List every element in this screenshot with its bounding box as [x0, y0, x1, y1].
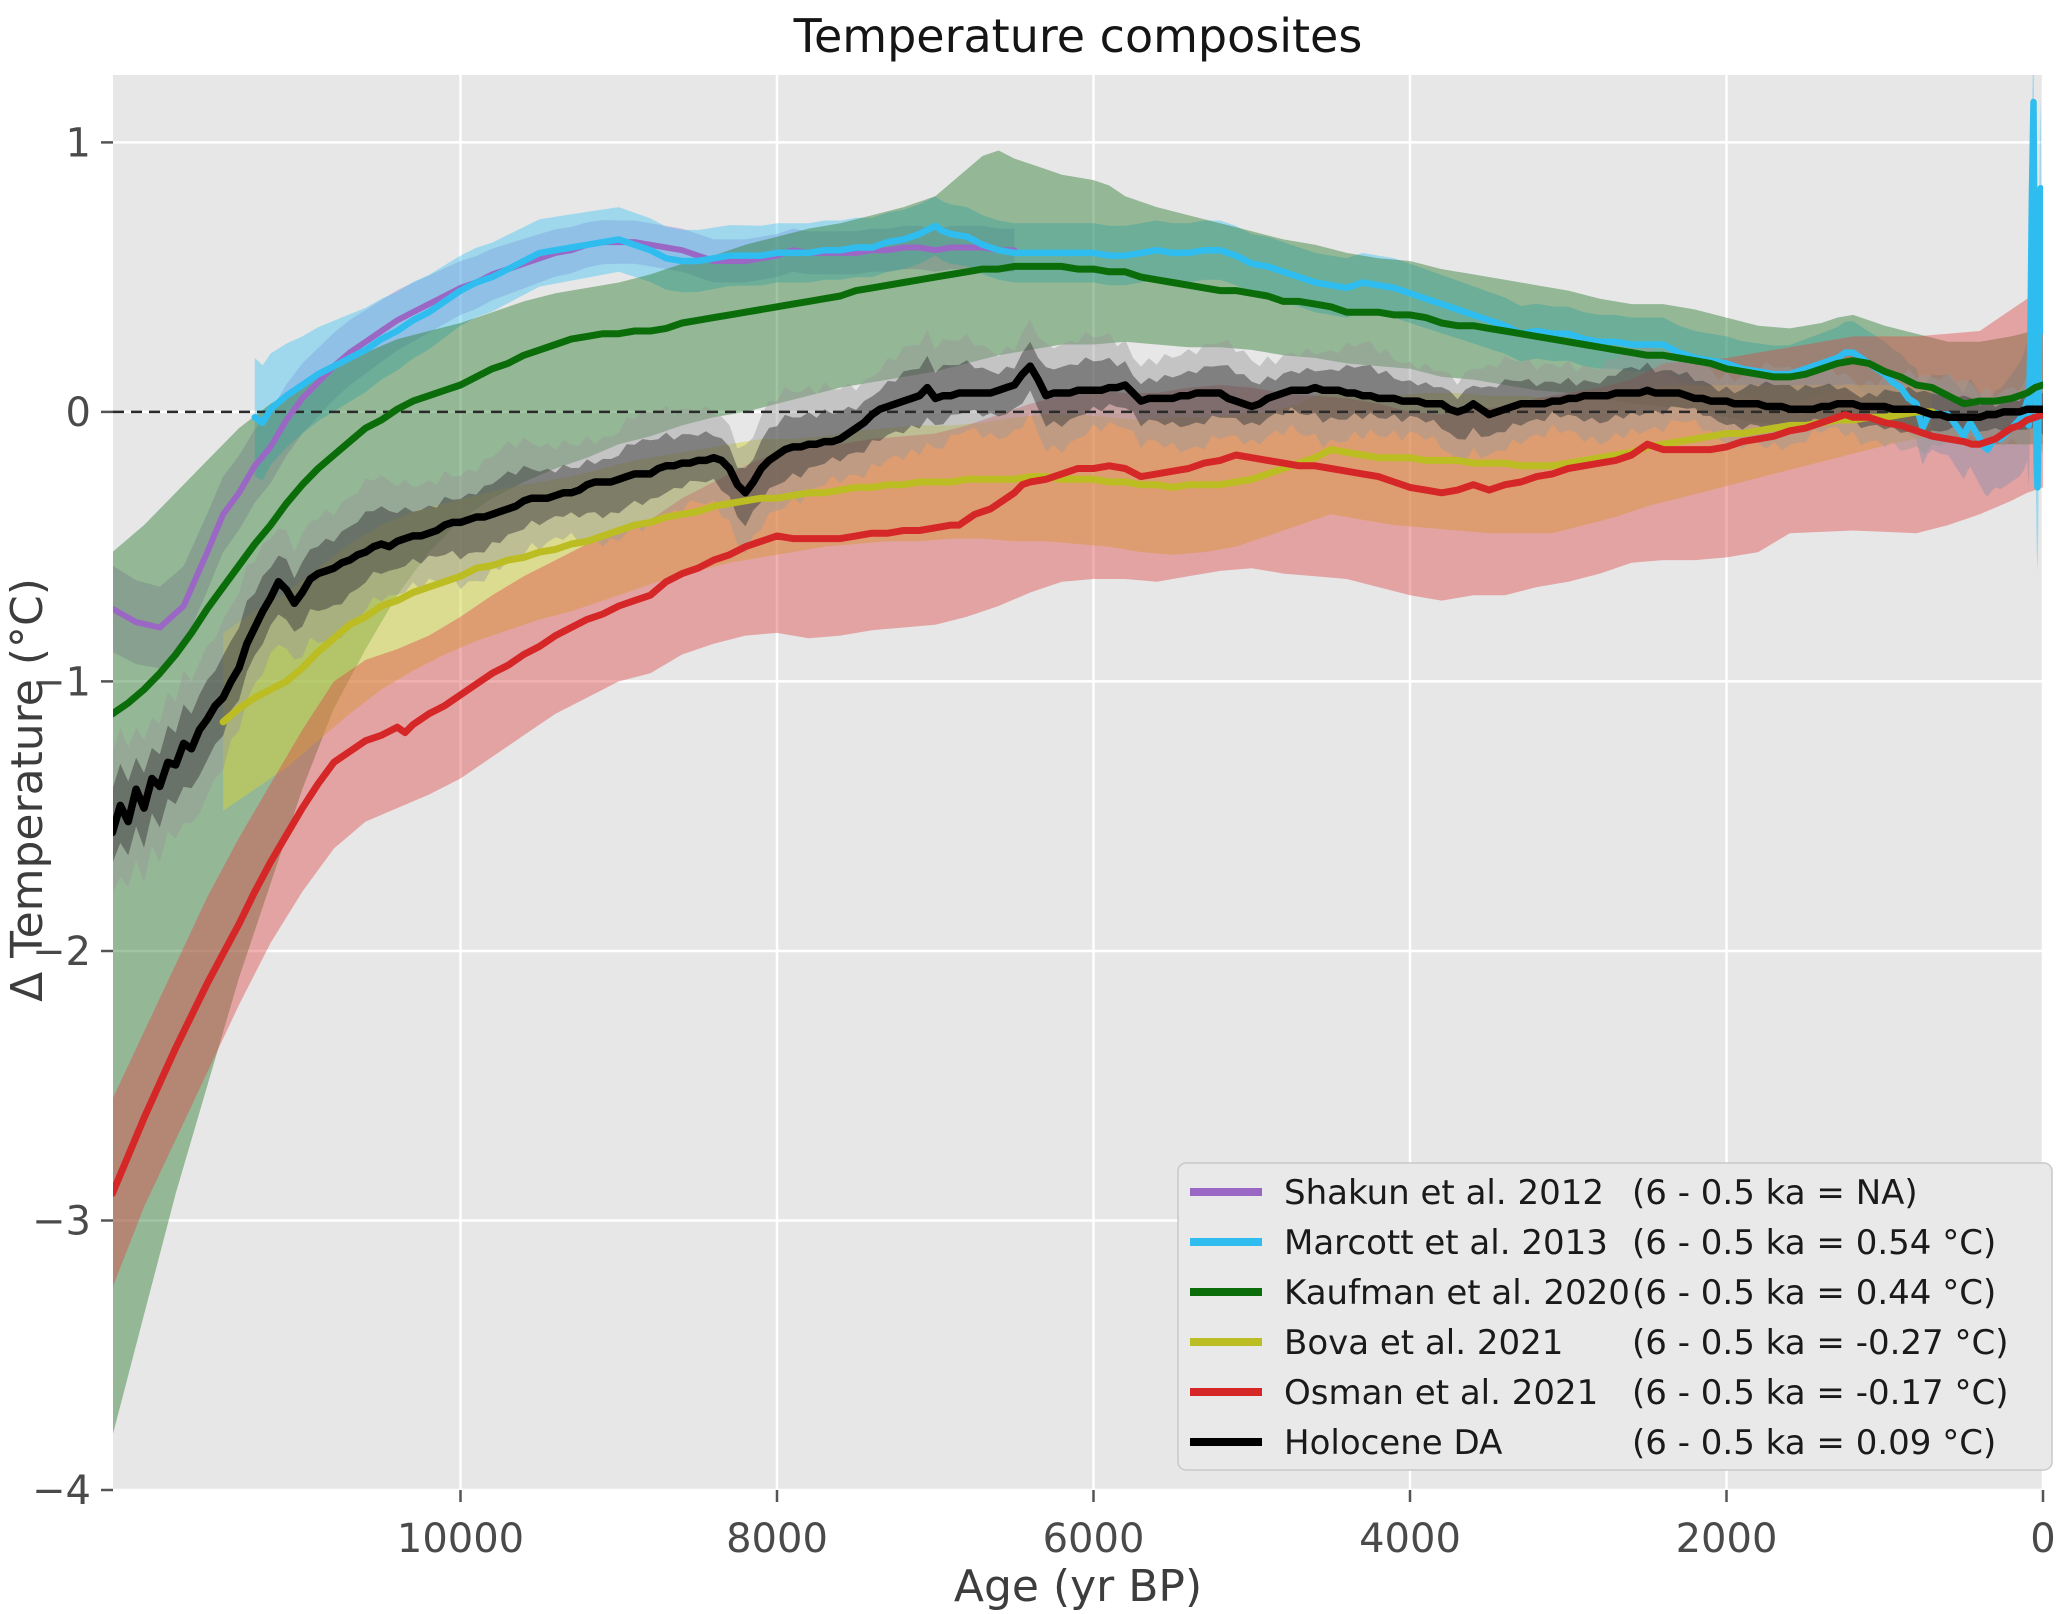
x-tick-label-6000: 6000 — [1043, 1516, 1145, 1562]
line-holocene — [113, 362, 2043, 837]
band-holocene-0 — [113, 319, 2043, 893]
legend-row-marcott: Marcott et al. 2013 (6 - 0.5 ka = 0.54 °C… — [1190, 1223, 1996, 1263]
legend-stat-osman: (6 - 0.5 ka = -0.17 °C) — [1632, 1373, 2008, 1413]
y-tick-label-1: 1 — [66, 120, 91, 166]
band-osman — [113, 290, 2043, 1287]
legend-row-osman: Osman et al. 2021 (6 - 0.5 ka = -0.17 °C) — [1190, 1373, 2008, 1413]
y-tick-label-0: 0 — [66, 390, 91, 436]
legend-row-bova: Bova et al. 2021 (6 - 0.5 ka = -0.27 °C) — [1190, 1323, 2008, 1363]
legend-row-holocene: Holocene DA (6 - 0.5 ka = 0.09 °C) — [1190, 1423, 1996, 1463]
bands — [113, 75, 2043, 1434]
legend: Shakun et al. 2012 (6 - 0.5 ka = NA) Marco… — [1177, 1162, 2053, 1471]
legend-stat-holocene: (6 - 0.5 ka = 0.09 °C) — [1632, 1423, 1996, 1463]
x-tick-label-8000: 8000 — [726, 1516, 828, 1562]
legend-label-shakun: Shakun et al. 2012 — [1284, 1173, 1604, 1213]
x-tick-label-10000: 10000 — [397, 1516, 524, 1562]
x-tick-label-4000: 4000 — [1359, 1516, 1461, 1562]
y-tick-label--2: −2 — [32, 929, 91, 975]
band-holocene-1 — [113, 341, 2043, 862]
legend-label-marcott: Marcott et al. 2013 — [1284, 1223, 1608, 1263]
y-axis-label: Δ Temperature (°C) — [2, 578, 53, 1002]
legend-label-holocene: Holocene DA — [1284, 1423, 1502, 1463]
legend-stat-kaufman: (6 - 0.5 ka = 0.44 °C) — [1632, 1273, 1996, 1313]
y-tick-label--3: −3 — [32, 1199, 91, 1245]
line-osman — [113, 411, 2043, 1197]
x-tick-label-2000: 2000 — [1676, 1516, 1778, 1562]
y-tick-label--1: −1 — [32, 659, 91, 705]
x-axis-label: Age (yr BP) — [954, 1561, 1202, 1612]
y-tick-label--4: −4 — [32, 1468, 91, 1514]
legend-label-kaufman: Kaufman et al. 2020 — [1284, 1273, 1630, 1313]
x-tick-label-0: 0 — [2030, 1516, 2055, 1562]
legend-row-shakun: Shakun et al. 2012 (6 - 0.5 ka = NA) — [1190, 1173, 1918, 1213]
legend-label-osman: Osman et al. 2021 — [1284, 1373, 1598, 1413]
y-axis: 1 0 −1 −2 −3 −4 — [32, 120, 113, 1514]
line-kaufman — [113, 262, 2043, 718]
band-shakun — [113, 220, 1015, 669]
series-lines — [113, 98, 2043, 1197]
line-marcott — [251, 98, 2043, 491]
chart-title: Temperature composites — [793, 9, 1363, 63]
x-axis: 10000 8000 6000 4000 2000 0 — [397, 1490, 2056, 1562]
legend-box — [1177, 1162, 2053, 1471]
legend-stat-bova: (6 - 0.5 ka = -0.27 °C) — [1632, 1323, 2008, 1363]
legend-stat-shakun: (6 - 0.5 ka = NA) — [1632, 1173, 1918, 1213]
legend-label-bova: Bova et al. 2021 — [1284, 1323, 1563, 1363]
legend-row-kaufman: Kaufman et al. 2020 (6 - 0.5 ka = 0.44 °C… — [1190, 1273, 1996, 1313]
legend-stat-marcott: (6 - 0.5 ka = 0.54 °C) — [1632, 1223, 1996, 1263]
